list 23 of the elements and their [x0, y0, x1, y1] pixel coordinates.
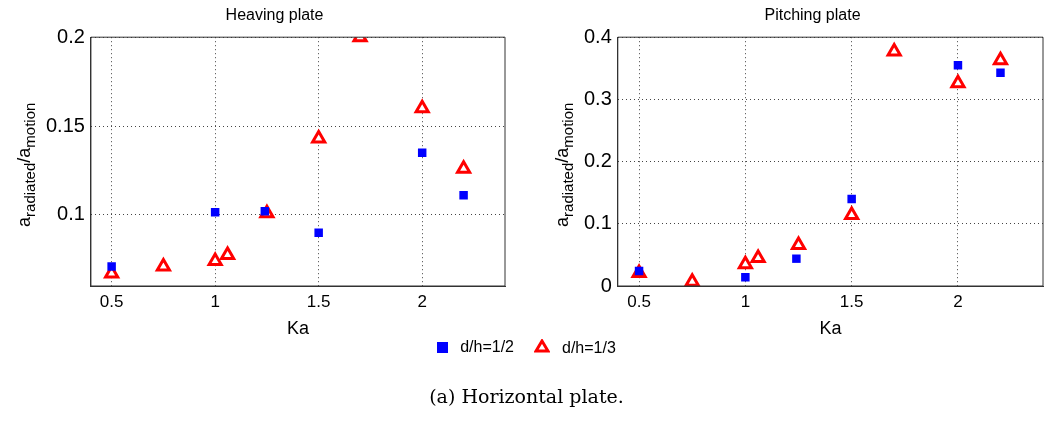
x-axis-title: Ka	[819, 318, 843, 339]
x-tick-label: 2	[953, 291, 963, 311]
x-tick-label: 1.5	[306, 291, 331, 311]
x-tick-label: 1	[740, 291, 751, 311]
x-tick-label: 2	[417, 291, 427, 311]
y-tick-label: 0.2	[57, 24, 85, 47]
legend-label: d/h=1/2	[460, 338, 514, 356]
x-tick-label: 1.5	[839, 291, 864, 311]
x-axis-title: Ka	[286, 318, 310, 339]
y-tick-label: 0.3	[583, 86, 612, 109]
x-tick-label: 0.5	[627, 291, 651, 311]
y-tick-label: 0.15	[45, 113, 85, 136]
y-tick-label: 0.1	[583, 211, 612, 234]
x-tick-label: 1	[210, 291, 220, 311]
chart-title: Heaving plate	[225, 6, 324, 24]
y-tick-label: 0.2	[583, 149, 612, 172]
chart-title: Pitching plate	[764, 6, 861, 24]
y-tick-label: 0.1	[57, 202, 85, 225]
y-tick-label: 0.4	[583, 24, 612, 47]
y-tick-label: 0	[600, 273, 612, 296]
x-tick-label: 0.5	[99, 291, 124, 311]
legend-label: d/h=1/3	[562, 338, 616, 357]
text: (a) Horizontal plate.	[428, 385, 625, 407]
